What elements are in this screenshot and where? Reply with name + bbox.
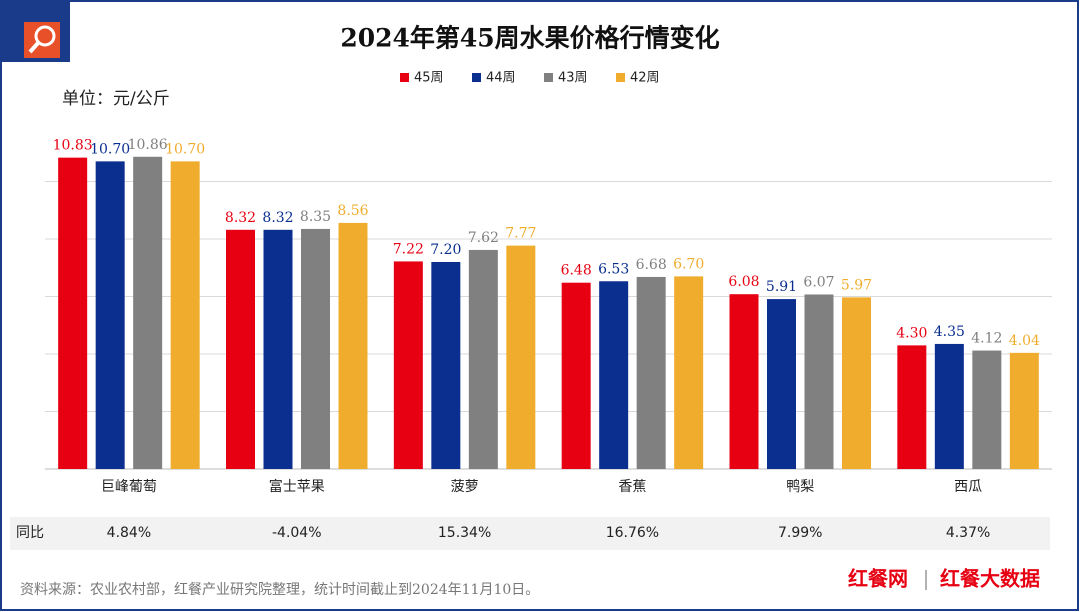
bar bbox=[263, 229, 293, 469]
bar bbox=[301, 228, 330, 469]
bar bbox=[1009, 352, 1039, 469]
value-label: 4.30 bbox=[896, 325, 927, 341]
legend-swatch bbox=[544, 73, 553, 82]
bar bbox=[767, 299, 796, 469]
bar bbox=[674, 276, 704, 469]
value-label: 5.97 bbox=[841, 277, 872, 293]
value-label: 8.32 bbox=[225, 210, 256, 226]
value-label: 10.86 bbox=[128, 137, 168, 153]
yoy-value: 15.34% bbox=[438, 525, 491, 541]
legend-swatch bbox=[472, 73, 481, 82]
x-tick-label: 巨峰葡萄 bbox=[101, 479, 157, 495]
value-label: 8.35 bbox=[300, 209, 331, 225]
legend-label: 43周 bbox=[558, 71, 588, 86]
value-label: 7.22 bbox=[393, 241, 424, 257]
x-tick-label: 香蕉 bbox=[618, 479, 646, 495]
bar bbox=[842, 297, 871, 469]
yoy-value: 7.99% bbox=[778, 525, 822, 541]
yoy-label: 同比 bbox=[16, 525, 44, 541]
yoy-value: 4.37% bbox=[946, 525, 990, 541]
value-label: 8.32 bbox=[262, 210, 293, 226]
bar bbox=[506, 245, 536, 469]
x-tick-label: 鸭梨 bbox=[786, 479, 814, 495]
bar bbox=[338, 222, 368, 469]
bar bbox=[468, 249, 498, 469]
value-label: 6.07 bbox=[803, 274, 834, 290]
yoy-value: -4.04% bbox=[272, 525, 322, 541]
value-label: 8.56 bbox=[337, 203, 368, 219]
value-label: 10.70 bbox=[90, 141, 130, 157]
yoy-value: 16.76% bbox=[606, 525, 659, 541]
value-label: 6.70 bbox=[673, 256, 704, 272]
bar bbox=[170, 161, 200, 469]
value-label: 7.20 bbox=[430, 242, 461, 258]
value-label: 10.70 bbox=[165, 141, 205, 157]
bar bbox=[636, 276, 666, 469]
bar bbox=[393, 261, 423, 469]
bar bbox=[897, 345, 927, 469]
legend-swatch bbox=[616, 73, 625, 82]
bar bbox=[804, 294, 834, 469]
yoy-row-bg bbox=[10, 517, 1050, 550]
value-label: 7.62 bbox=[468, 230, 499, 246]
value-label: 6.68 bbox=[636, 257, 667, 273]
bar bbox=[934, 343, 964, 469]
bar bbox=[972, 350, 1002, 469]
search-icon bbox=[24, 22, 60, 58]
value-label: 10.83 bbox=[53, 138, 93, 154]
bar bbox=[226, 229, 255, 469]
bar bbox=[431, 262, 461, 469]
legend-label: 45周 bbox=[414, 71, 444, 86]
bar bbox=[729, 294, 759, 469]
source-note: 资料来源：农业农村部，红餐产业研究院整理，统计时间截止到2024年11月10日。 bbox=[20, 582, 539, 598]
value-label: 6.08 bbox=[728, 274, 759, 290]
legend-label: 44周 bbox=[486, 71, 516, 86]
x-tick-label: 菠萝 bbox=[451, 479, 479, 495]
value-label: 5.91 bbox=[766, 279, 797, 295]
value-label: 6.48 bbox=[561, 263, 592, 279]
bar bbox=[599, 281, 629, 469]
chart-title: 2024年第45周水果价格行情变化 bbox=[340, 24, 719, 53]
legend-label: 42周 bbox=[630, 71, 660, 86]
value-label: 7.77 bbox=[505, 226, 536, 242]
yoy-value: 4.84% bbox=[107, 525, 151, 541]
value-label: 4.35 bbox=[934, 324, 965, 340]
brand-logo: 红餐网 bbox=[848, 567, 908, 591]
value-label: 4.12 bbox=[971, 331, 1002, 347]
x-tick-label: 富士苹果 bbox=[269, 478, 325, 495]
unit-label: 单位：元/公斤 bbox=[62, 89, 170, 109]
bar bbox=[133, 156, 163, 469]
bar bbox=[95, 161, 125, 469]
value-label: 6.53 bbox=[598, 261, 629, 277]
x-tick-label: 西瓜 bbox=[954, 479, 982, 495]
brand-logo: 红餐大数据 bbox=[940, 567, 1040, 591]
bar bbox=[58, 157, 88, 469]
value-label: 4.04 bbox=[1009, 333, 1040, 349]
legend-swatch bbox=[400, 73, 409, 82]
bar bbox=[561, 282, 591, 469]
